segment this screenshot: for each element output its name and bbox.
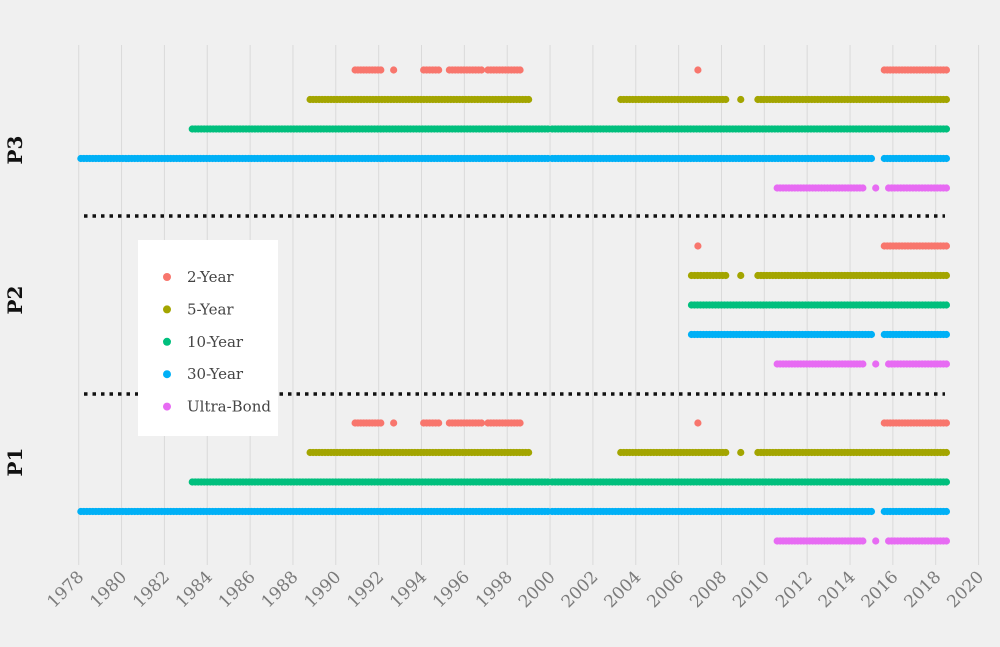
point-P1-2-year bbox=[516, 419, 524, 427]
legend-box bbox=[138, 240, 278, 436]
point-P2-10-year bbox=[942, 301, 951, 309]
legend-swatch-ultra-bond bbox=[163, 402, 171, 411]
point-P2-5-year bbox=[722, 271, 730, 280]
point-P3-5-year bbox=[525, 95, 533, 104]
point-P2-30-year bbox=[867, 330, 876, 339]
legend-label-5-year: 5-Year bbox=[187, 300, 234, 318]
point-P3-2-year bbox=[694, 66, 702, 74]
point-P3-2-year bbox=[435, 66, 443, 74]
point-P2-2-year bbox=[694, 242, 702, 250]
point-P3-5-year bbox=[722, 95, 730, 104]
point-P1-ultra-bond bbox=[942, 537, 951, 545]
legend-swatch-2-year bbox=[163, 273, 171, 281]
point-P3-ultra-bond bbox=[942, 184, 951, 192]
point-P1-30-year bbox=[942, 507, 951, 516]
point-P1-ultra-bond bbox=[872, 537, 880, 545]
point-P1-2-year bbox=[477, 419, 486, 427]
data-points bbox=[77, 66, 951, 545]
point-P1-2-year bbox=[942, 419, 951, 427]
point-P3-10-year bbox=[942, 125, 951, 133]
point-P2-5-year bbox=[737, 271, 745, 280]
point-P2-ultra-bond bbox=[872, 360, 880, 368]
legend-swatch-30-year bbox=[163, 370, 171, 379]
legend-swatch-5-year bbox=[163, 305, 171, 314]
panel-P2 bbox=[687, 242, 951, 368]
point-P1-2-year bbox=[435, 419, 443, 427]
point-P3-5-year bbox=[737, 95, 745, 104]
point-P3-2-year bbox=[942, 66, 951, 74]
legend-label-10-year: 10-Year bbox=[187, 333, 244, 351]
point-P1-30-year bbox=[867, 507, 876, 516]
panel-label-P3: P3 bbox=[3, 136, 27, 165]
panel-P3 bbox=[77, 66, 951, 192]
point-P2-2-year bbox=[942, 242, 951, 250]
point-P1-2-year bbox=[694, 419, 702, 427]
point-P3-2-year bbox=[516, 66, 524, 74]
point-P1-10-year bbox=[942, 478, 951, 486]
point-P3-30-year bbox=[942, 154, 951, 163]
legend-label-2-year: 2-Year bbox=[187, 268, 234, 286]
panel-P1 bbox=[77, 419, 951, 545]
point-P2-30-year bbox=[942, 330, 951, 339]
panel-label-P2: P2 bbox=[3, 286, 27, 315]
panel-separators bbox=[84, 214, 945, 396]
legend-label-ultra-bond: Ultra-Bond bbox=[187, 398, 271, 416]
point-P1-2-year bbox=[377, 419, 385, 427]
point-P3-2-year bbox=[377, 66, 385, 74]
legend: 2-Year 5-Year 10-Year 30-Year Ultra-Bond bbox=[138, 240, 278, 436]
point-P3-ultra-bond bbox=[872, 184, 880, 192]
point-P2-ultra-bond bbox=[859, 360, 867, 368]
point-P1-5-year bbox=[525, 448, 533, 457]
panel-labels: P3 P2 P1 bbox=[3, 136, 27, 477]
point-P1-2-year bbox=[390, 419, 398, 427]
point-P3-2-year bbox=[477, 66, 486, 74]
legend-swatch-10-year bbox=[163, 337, 171, 346]
point-P3-5-year bbox=[942, 95, 951, 104]
panel-label-P1: P1 bbox=[3, 448, 27, 477]
point-P1-5-year bbox=[942, 448, 951, 457]
legend-label-30-year: 30-Year bbox=[187, 365, 244, 383]
point-P1-5-year bbox=[737, 448, 745, 457]
point-P3-2-year bbox=[390, 66, 398, 74]
point-P2-5-year bbox=[942, 271, 951, 280]
point-P3-ultra-bond bbox=[859, 184, 867, 192]
point-P1-ultra-bond bbox=[859, 537, 867, 545]
point-P1-5-year bbox=[722, 448, 730, 457]
point-P2-ultra-bond bbox=[942, 360, 951, 368]
point-P3-30-year bbox=[867, 154, 876, 163]
